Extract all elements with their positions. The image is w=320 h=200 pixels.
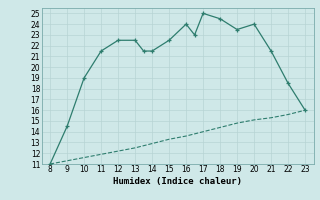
X-axis label: Humidex (Indice chaleur): Humidex (Indice chaleur) (113, 177, 242, 186)
